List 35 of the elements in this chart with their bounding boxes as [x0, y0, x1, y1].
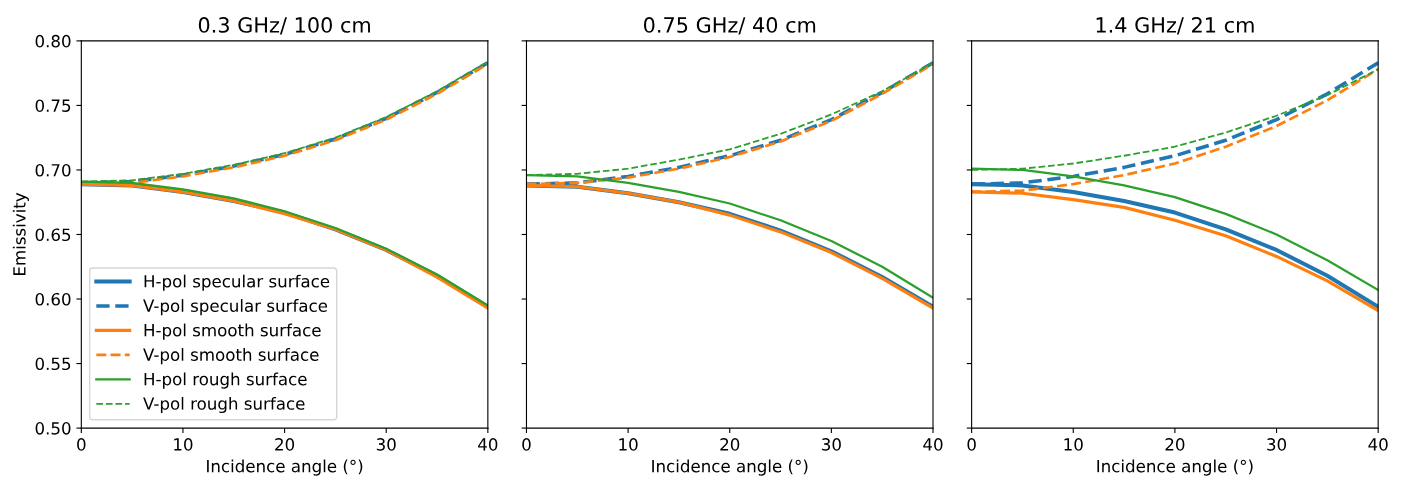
y-axis-title: Emissivity	[12, 192, 29, 275]
x-tick-label: 20	[720, 438, 740, 451]
x-tick-label: 0	[77, 438, 86, 451]
x-tick-label: 40	[1368, 438, 1388, 451]
legend-label: V-pol specular surface	[143, 299, 328, 316]
legend-label: V-pol rough surface	[143, 396, 305, 414]
y-tick-label: 0.65	[35, 228, 71, 242]
x-tick-label: 40	[478, 438, 498, 451]
y-tick-label: 0.60	[35, 292, 71, 306]
x-tick-label: 30	[1267, 438, 1287, 451]
y-tick-label: 0.50	[35, 422, 71, 435]
y-tick-label: 0.75	[35, 99, 71, 112]
y-tick-label: 0.80	[35, 34, 71, 48]
x-tick-label: 40	[923, 438, 943, 451]
legend-label: H-pol smooth surface	[144, 323, 321, 340]
x-tick-label: 10	[1064, 438, 1083, 451]
x-tick-label: 0	[967, 438, 976, 451]
legend-label: H-pol specular surface	[144, 274, 330, 291]
y-tick-label: 0.55	[35, 357, 71, 371]
y-tick-label: 0.70	[35, 163, 71, 177]
x-tick-label: 30	[822, 438, 841, 451]
chart-title: 0.75 GHz/ 40 cm	[643, 17, 816, 35]
x-axis-title: Incidence angle (°)	[207, 459, 363, 476]
x-tick-label: 10	[619, 438, 638, 451]
x-axis-title: Incidence angle (°)	[1097, 459, 1253, 476]
x-axis-title: Incidence angle (°)	[652, 459, 808, 476]
x-tick-label: 0	[522, 438, 531, 451]
legend-label: H-pol rough surface	[144, 372, 307, 389]
chart-title: 0.3 GHz/ 100 cm	[198, 17, 370, 35]
x-tick-label: 30	[376, 438, 396, 451]
legend-label: V-pol smooth surface	[143, 348, 319, 365]
x-tick-label: 10	[174, 438, 193, 451]
chart-title: 1.4 GHz/ 21 cm	[1096, 17, 1254, 35]
x-tick-label: 20	[275, 438, 295, 451]
x-tick-label: 20	[1165, 438, 1185, 451]
